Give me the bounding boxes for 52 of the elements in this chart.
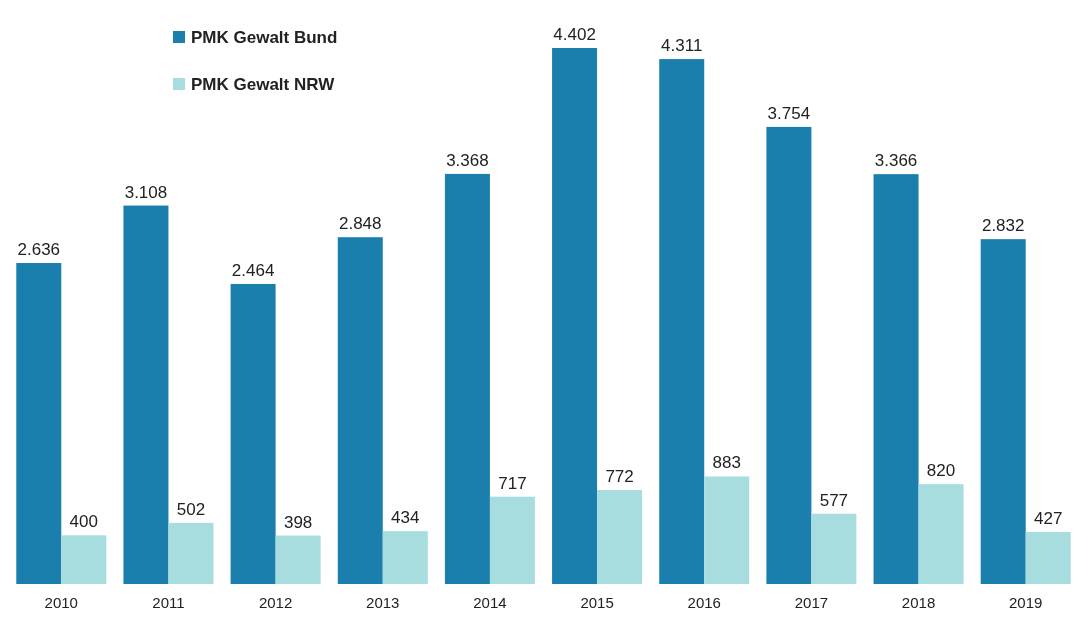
bar [1025, 532, 1071, 584]
bar [704, 476, 750, 584]
bar [337, 237, 383, 584]
data-label: 3.754 [767, 103, 811, 123]
bar [873, 174, 919, 584]
bar [552, 48, 598, 584]
data-label: 3.366 [874, 151, 918, 171]
data-label: 427 [1034, 509, 1063, 529]
data-label: 577 [819, 490, 849, 510]
data-label: 502 [176, 499, 206, 519]
data-label: 2.848 [338, 214, 382, 234]
x-tick-label: 2011 [152, 594, 185, 611]
data-label: 883 [712, 453, 741, 473]
bar [444, 173, 490, 584]
data-label: 2.464 [231, 260, 275, 280]
bar [382, 531, 428, 584]
data-label: 400 [69, 512, 98, 532]
data-label: 4.311 [661, 36, 703, 56]
data-label: 398 [283, 512, 313, 532]
data-label: 3.108 [124, 182, 168, 202]
bar [61, 535, 107, 584]
bar [980, 239, 1026, 584]
bar [811, 513, 857, 584]
bar [766, 126, 812, 584]
x-tick-label: 2013 [366, 594, 400, 611]
bar [597, 490, 643, 584]
bar [123, 205, 169, 584]
bar [659, 59, 705, 584]
x-tick-label: 2010 [44, 594, 78, 611]
data-label: 2.832 [981, 216, 1025, 236]
bar [16, 263, 62, 584]
bar [489, 496, 535, 584]
x-tick-label: 2019 [1009, 594, 1043, 611]
bar [168, 522, 214, 584]
x-tick-label: 2012 [258, 594, 293, 611]
data-label: 820 [926, 461, 956, 481]
bar [230, 283, 276, 584]
data-label: 2.636 [17, 240, 61, 260]
data-label: 772 [605, 467, 634, 486]
bar [918, 484, 964, 584]
data-label: 717 [498, 473, 527, 493]
x-tick-label: 2018 [901, 594, 936, 611]
x-tick-label: 2014 [473, 594, 507, 611]
data-label: 4.402 [553, 25, 596, 44]
legend-label: PMK Gewalt NRW [191, 75, 336, 94]
x-tick-label: 2015 [580, 594, 614, 611]
bar [275, 535, 321, 584]
x-tick-label: 2016 [687, 594, 721, 611]
x-tick-label: 2017 [794, 594, 829, 611]
legend-label: PMK Gewalt Bund [191, 28, 338, 47]
data-label: 3.368 [446, 150, 489, 170]
data-label: 434 [391, 508, 420, 528]
